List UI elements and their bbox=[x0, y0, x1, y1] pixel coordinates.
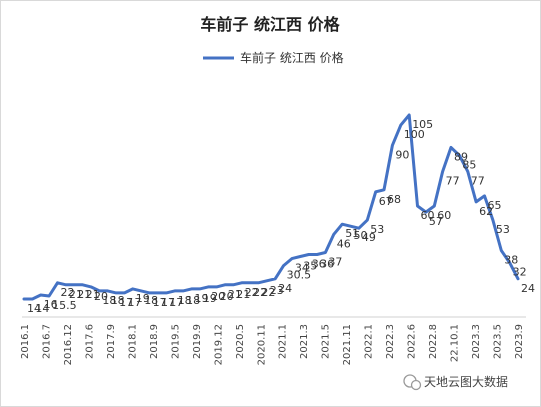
data-label: 18 bbox=[144, 294, 158, 307]
x-tick-label: 22.10.1 bbox=[450, 324, 461, 362]
x-tick-label: 2021.1 bbox=[278, 324, 289, 359]
x-tick-label: 2019.5 bbox=[170, 324, 181, 359]
x-tick-label: 2020.5 bbox=[235, 324, 246, 359]
x-tick-label: 2021.3 bbox=[299, 324, 310, 359]
data-label: 36 bbox=[312, 258, 326, 271]
data-label: 53 bbox=[370, 223, 384, 236]
x-tick-label: 2020.11 bbox=[256, 324, 267, 365]
data-label: 21 bbox=[236, 288, 250, 301]
x-tick-label: 2018.9 bbox=[149, 324, 160, 359]
data-label: 20 bbox=[220, 290, 234, 303]
legend-label: 车前子 统江西 价格 bbox=[240, 50, 344, 65]
data-label: 22 bbox=[261, 286, 275, 299]
data-label: 17 bbox=[153, 296, 167, 309]
data-label: 14 bbox=[35, 302, 49, 315]
x-tick-label: 2016.1 bbox=[20, 324, 31, 359]
x-tick-label: 2022.3 bbox=[385, 324, 396, 359]
x-tick-label: 2019.9 bbox=[192, 324, 203, 359]
data-label: 17 bbox=[161, 296, 175, 309]
data-label: 37 bbox=[328, 256, 342, 269]
data-label: 51 bbox=[345, 227, 359, 240]
x-tick-label: 2022.1 bbox=[364, 324, 375, 359]
data-label: 34 bbox=[295, 262, 309, 275]
data-label: 77 bbox=[446, 175, 460, 188]
watermark-text: 天地云图大数据 bbox=[424, 374, 508, 389]
data-label: 24 bbox=[278, 282, 292, 295]
x-tick-label: 2023.5 bbox=[493, 324, 504, 359]
data-label: 53 bbox=[496, 223, 510, 236]
data-label: 18 bbox=[111, 294, 125, 307]
data-label: 100 bbox=[404, 128, 425, 141]
data-label: 77 bbox=[471, 175, 485, 188]
data-label: 68 bbox=[387, 193, 401, 206]
data-label: 17 bbox=[119, 296, 133, 309]
watermark: 天地云图大数据 bbox=[403, 374, 508, 391]
wechat-icon bbox=[403, 374, 422, 391]
data-label: 21 bbox=[77, 288, 91, 301]
data-label: 46 bbox=[337, 237, 351, 250]
x-tick-label: 2018.1 bbox=[127, 324, 138, 359]
x-tick-label: 2021.5 bbox=[321, 324, 332, 359]
data-label: 50 bbox=[354, 229, 368, 242]
data-label: 22 bbox=[245, 286, 259, 299]
data-label: 49 bbox=[362, 231, 376, 244]
x-tick-label: 2017.6 bbox=[84, 324, 95, 359]
data-label: 18 bbox=[186, 294, 200, 307]
data-label: 21 bbox=[228, 288, 242, 301]
data-label: 85 bbox=[462, 158, 476, 171]
data-label: 19 bbox=[203, 292, 217, 305]
data-label: 22 bbox=[61, 286, 75, 299]
data-label: 60 bbox=[421, 209, 435, 222]
data-label: 32 bbox=[513, 266, 527, 279]
x-tick-label: 2022.6 bbox=[407, 324, 418, 359]
data-label: 23 bbox=[270, 284, 284, 297]
data-label: 90 bbox=[395, 148, 409, 161]
data-label: 30.5 bbox=[287, 269, 312, 282]
data-label: 19 bbox=[136, 292, 150, 305]
data-label: 18 bbox=[178, 294, 192, 307]
data-label: 17 bbox=[169, 296, 183, 309]
data-label: 35 bbox=[303, 260, 317, 273]
data-label: 38 bbox=[504, 254, 518, 267]
data-label: 65 bbox=[488, 199, 502, 212]
x-tick-label: 2023.3 bbox=[471, 324, 482, 359]
data-label: 62 bbox=[479, 205, 493, 218]
data-label: 57 bbox=[429, 215, 443, 228]
data-label: 16 bbox=[44, 298, 58, 311]
data-label: 20 bbox=[94, 290, 108, 303]
x-tick-label: 2022.8 bbox=[428, 324, 439, 359]
data-label: 67 bbox=[379, 195, 393, 208]
x-tick-label: 2021.11 bbox=[342, 324, 353, 365]
x-tick-label: 2016.7 bbox=[42, 324, 53, 359]
chart-title: 车前子 统江西 价格 bbox=[200, 15, 340, 34]
data-label: 21 bbox=[69, 288, 83, 301]
data-label: 89 bbox=[454, 150, 468, 163]
data-label: 18 bbox=[102, 294, 116, 307]
legend: 车前子 统江西 价格 bbox=[203, 50, 344, 65]
data-labels: 14141615.5222121212018181717191817171718… bbox=[27, 118, 535, 315]
data-label: 20 bbox=[211, 290, 225, 303]
data-label: 24 bbox=[521, 282, 535, 295]
x-tick-label: 2017.9 bbox=[106, 324, 117, 359]
data-label: 22 bbox=[253, 286, 267, 299]
x-tick-label: 2016.12 bbox=[63, 324, 74, 365]
x-axis-tick-labels: 2016.1 2016.7 2016.12 2017.6 2017.9 2018.1 201… bbox=[20, 324, 525, 365]
x-tick-label: 2023.9 bbox=[514, 324, 525, 359]
data-label: 15.5 bbox=[52, 299, 77, 312]
x-tick-label: 2019.12 bbox=[213, 324, 224, 365]
data-label: 21 bbox=[86, 288, 100, 301]
data-label: 60 bbox=[437, 209, 451, 222]
series-line bbox=[22, 113, 520, 301]
data-label: 105 bbox=[412, 118, 433, 131]
data-label: 19 bbox=[195, 292, 209, 305]
data-label: 14 bbox=[27, 302, 41, 315]
data-label: 36 bbox=[320, 258, 334, 271]
data-label: 17 bbox=[128, 296, 142, 309]
